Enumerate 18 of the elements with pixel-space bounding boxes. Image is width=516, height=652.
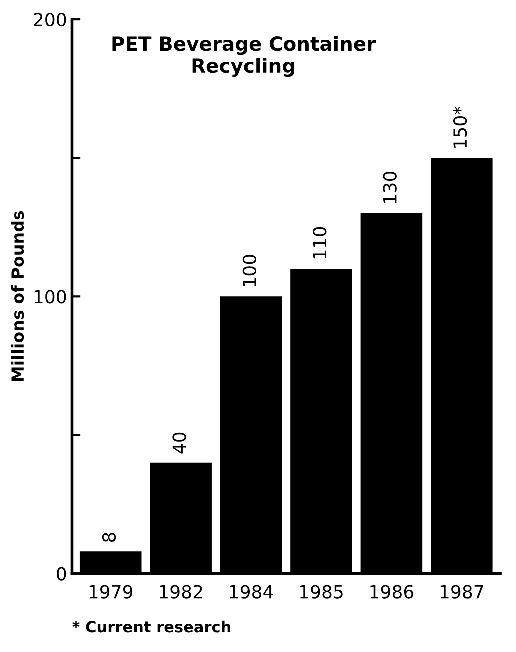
x-tick-label: 1985: [300, 585, 343, 599]
x-tick-label: 1984: [230, 585, 274, 599]
text: PET Beverage Container Recycling: [112, 36, 376, 78]
y-tick-label: 100: [34, 290, 66, 304]
data-label: 8: [102, 533, 116, 542]
data-label: 130: [383, 172, 397, 204]
y-tick-label: 0: [57, 567, 66, 581]
text: * Current research: [72, 620, 230, 633]
y-axis-title: Millions of Pounds: [11, 211, 24, 382]
data-label: 40: [172, 432, 186, 454]
data-label: 150*: [453, 106, 468, 148]
x-tick-label: 1979: [90, 585, 133, 599]
x-tick-label: 1987: [440, 585, 484, 599]
data-label: 110: [313, 227, 327, 259]
data-label: 100: [242, 255, 257, 286]
x-tick-label: 1982: [160, 585, 202, 599]
x-tick-label: 1986: [370, 585, 414, 599]
y-tick-label: 200: [34, 13, 66, 27]
